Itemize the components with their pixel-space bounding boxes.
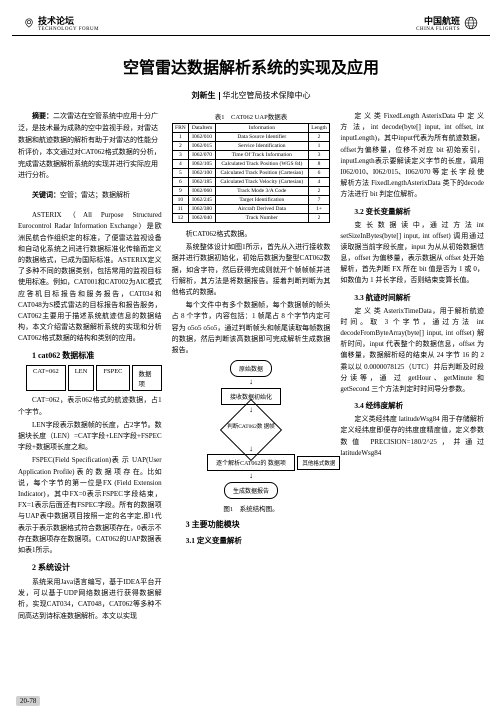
table-row: 6I062/185Calculated Track Velocity (Cart… <box>172 178 330 187</box>
para-4: FSPEC(Field Specification)表 示 UAP(User A… <box>18 455 162 556</box>
para-11: 定 义 类 AsterixTimeData，用于解析航迹时间。取 3 个字节，通… <box>340 306 484 396</box>
keywords-label: 关键词： <box>32 191 60 199</box>
section-3-title: 3 主要功能模块 <box>186 519 331 530</box>
content-columns: 摘要：二次雷达在空管系统中应用十分广泛，是技术最为成熟的空中监视手段，对雷达数据… <box>0 111 502 624</box>
para-5: 系统采用Java语言编写，基于IDEA平台开发，可以基于UDP网络数据进行获得数… <box>18 577 162 622</box>
para-2: CAT=062，表示062格式的航迹数据，占1个字节。 <box>18 395 162 417</box>
box-cat: CAT=062 <box>26 365 66 391</box>
header-left-en: TECHNOLOGY FORUM <box>38 27 99 32</box>
para-10: 变 长 数 据 读 中，通 过 方 法 int setSizeInBytes(b… <box>340 220 484 287</box>
para-12: 定义类经纬度 latitudeWsg84 用于存储解析定义经纬度即便存的纬度度精… <box>340 414 484 459</box>
author-name: 刘新生 <box>192 91 216 100</box>
header-left-cn: 技术论坛 <box>38 14 99 27</box>
uap-table: FRNDataItemInformationLength 1I062/010Da… <box>172 123 331 223</box>
author-affiliation: 华北空管局技术保障中心 <box>223 91 311 100</box>
header-right: 中国航班 CHINA FLIGHTS <box>416 14 478 32</box>
para-8: 每个文件中有多个数据帧，每个数据帧的帧头占 8 个字节，内容包括：1 帧尾占 8… <box>172 300 331 356</box>
box-fspec: FSPEC <box>96 365 129 391</box>
flow-decision: 判断CAT062数 据帧 <box>220 416 282 444</box>
table-row: 12I062/040Track Number2 <box>172 214 330 223</box>
table-header: FRN <box>172 124 189 133</box>
section-2-title: 2 系统设计 <box>32 562 162 573</box>
table-row: 10I062/245Target Identification7 <box>172 196 330 205</box>
table-row: 3I062/070Time Of Track Information3 <box>172 151 330 160</box>
para-9: 定 义 类 FixedLength AsterixData 中 定 义 方 法，… <box>340 111 484 201</box>
flowchart: 原始数据 ↓ 接收数据初始化 ↓ 判断CAT062数 据帧 ↓ 逐个解析CAT0… <box>172 360 331 513</box>
section-34-title: 3.4 经纬度解析 <box>354 400 484 411</box>
box-data: 数据项 <box>132 365 162 391</box>
flow-end: 生成数据报告 <box>224 482 278 499</box>
box-len: LEN <box>68 365 95 391</box>
column-1: 摘要：二次雷达在空管系统中应用十分广泛，是技术最为成熟的空中监视手段，对雷达数据… <box>18 111 162 624</box>
table-header: Length <box>308 124 330 133</box>
header-right-cn: 中国航班 <box>416 14 460 27</box>
column-2: 表1 CAT062 UAP数据表 FRNDataItemInformationL… <box>172 111 331 624</box>
section-1-title: 1 cat062 数据标准 <box>32 350 162 361</box>
arrow-icon: ↓ <box>249 474 253 479</box>
table-row: 1I062/010Data Source Identifier2 <box>172 133 330 142</box>
flow-start: 原始数据 <box>230 360 272 377</box>
keywords-text: 空管；雷达；数据解析 <box>60 191 130 199</box>
table-header: DataItem <box>189 124 216 133</box>
table-row: 9I062/060Track Mode 3/A Code2 <box>172 187 330 196</box>
article-title: 空管雷达数据解析系统的实现及应用 <box>0 54 502 78</box>
page-number: 20-78 <box>16 696 40 706</box>
section-32-title: 3.2 变长变量解析 <box>354 206 484 217</box>
abstract-label: 摘要： <box>32 112 53 120</box>
abstract: 摘要：二次雷达在空管系统中应用十分广泛，是技术最为成熟的空中监视手段，对雷达数据… <box>18 111 162 182</box>
header-left: 技术论坛 TECHNOLOGY FORUM <box>24 14 99 32</box>
flow-side-box: 其他格式数据 <box>297 456 340 470</box>
abstract-text: 二次雷达在空管系统中应用十分广泛，是技术最为成熟的空中监视手段，对雷达数据和航迹… <box>18 112 161 179</box>
table-header: Information <box>216 124 309 133</box>
para-7: 系统整体设计如图1所示，首先从入进行接收数据并进行数据初始化，初始后数据为整型C… <box>172 242 331 298</box>
table-row: 4I062/105Calculated Track Position (WGS … <box>172 160 330 169</box>
section-31-title: 3.1 定义变量解析 <box>186 535 331 546</box>
page-header: 技术论坛 TECHNOLOGY FORUM 中国航班 CHINA FLIGHTS <box>12 10 490 36</box>
column-3: 定 义 类 FixedLength AsterixData 中 定 义 方 法，… <box>340 111 484 624</box>
table-row: 5I062/100Calculated Track Position (Cart… <box>172 169 330 178</box>
arrow-icon: ↓ <box>249 380 253 385</box>
format-boxes: CAT=062 LEN FSPEC 数据项 <box>26 365 162 391</box>
section-33-title: 3.3 航迹时间解析 <box>354 292 484 303</box>
table-row: 2I062/015Service Identification1 <box>172 142 330 151</box>
table-row: 11I062/380Aircraft Derived Data1+ <box>172 205 330 214</box>
flow-caption: 图1 系统结构图。 <box>172 503 331 513</box>
author-line: 刘新生华北空管局技术保障中心 <box>0 90 502 101</box>
table-caption: 表1 CAT062 UAP数据表 <box>172 111 331 121</box>
header-right-en: CHINA FLIGHTS <box>416 27 460 32</box>
para-6: 析CAT062格式数据。 <box>172 229 331 240</box>
para-1: ASTERIX（All Purpose Structured Eurocontr… <box>18 210 162 344</box>
globe-icon <box>464 16 478 30</box>
pin-icon <box>24 18 34 28</box>
keywords: 关键词：空管；雷达；数据解析 <box>18 190 162 202</box>
para-3: LEN字段表示数据帧的长度，占2字节。数据块长度（LEN）=CAT字段+LEN字… <box>18 420 162 454</box>
